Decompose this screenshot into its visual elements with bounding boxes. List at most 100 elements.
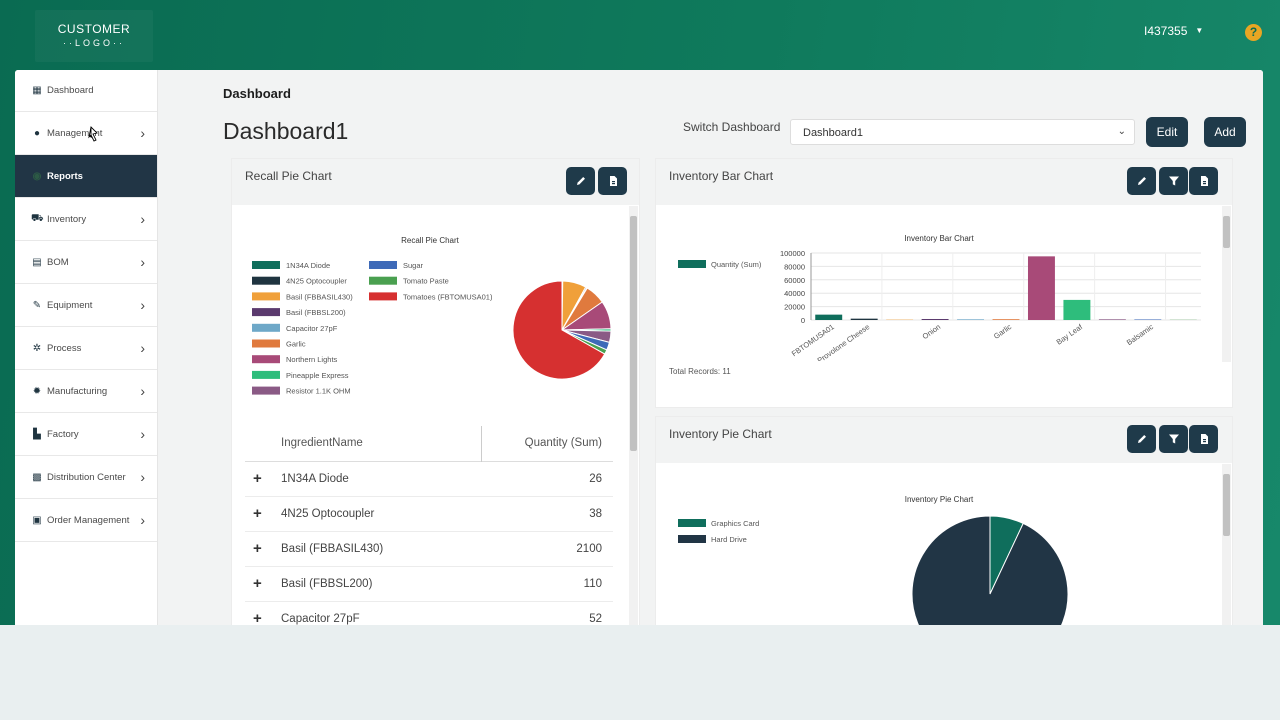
sidebar-item-inventory[interactable]: ⛟ Inventory › — [15, 198, 157, 241]
panel-title: Inventory Pie Chart — [669, 427, 772, 441]
file-icon — [609, 176, 617, 186]
filter-chart-button[interactable] — [1159, 167, 1188, 195]
help-icon[interactable]: ? — [1245, 24, 1262, 41]
chevron-right-icon: › — [140, 254, 145, 270]
legend-label: Pineapple Express — [286, 371, 349, 380]
chevron-right-icon: › — [140, 469, 145, 485]
ingredient-name: Basil (FBBASIL430) — [281, 543, 384, 555]
chevron-right-icon: › — [140, 426, 145, 442]
ingredient-quantity: 110 — [583, 578, 602, 590]
breadcrumb: Dashboard — [223, 86, 291, 101]
logo-line1: CUSTOMER — [57, 22, 131, 36]
file-icon — [1200, 434, 1208, 444]
expand-row-button[interactable]: + — [253, 470, 262, 487]
expand-row-button[interactable]: + — [253, 540, 262, 557]
panel-header: Recall Pie Chart — [232, 159, 639, 205]
legend-label: Basil (FBBASIL430) — [286, 292, 353, 301]
filter-chart-button[interactable] — [1159, 425, 1188, 453]
sidebar-item-process[interactable]: ✲ Process › — [15, 327, 157, 370]
recall-pie-panel: Recall Pie Chart Recall Pie Chart 1N34A D… — [231, 158, 640, 625]
pencil-icon — [576, 177, 585, 185]
legend-swatch — [369, 292, 397, 301]
sidebar-item-label: BOM — [47, 256, 69, 268]
chevron-right-icon: › — [140, 125, 145, 141]
add-button[interactable]: Add — [1204, 117, 1246, 147]
y-tick-label: 100000 — [780, 249, 805, 258]
column-header-ingredient[interactable]: IngredientName — [281, 437, 363, 449]
sidebar-item-label: Inventory — [47, 213, 87, 225]
column-divider — [481, 426, 482, 462]
panel-title: Inventory Bar Chart — [669, 169, 774, 183]
sidebar-item-order-management[interactable]: ▣ Order Management › — [15, 499, 157, 542]
bar — [1098, 319, 1126, 320]
ingredient-quantity: 26 — [589, 473, 602, 485]
scrollbar-thumb[interactable] — [1223, 216, 1230, 248]
bar — [957, 319, 985, 320]
edit-chart-button[interactable] — [566, 167, 595, 195]
app-shell: ▦ Dashboard ● Management › ◉ Reports ⛟ Invent… — [15, 70, 1263, 625]
sidebar-item-reports[interactable]: ◉ Reports — [15, 155, 157, 198]
logo-line2: ··LOGO·· — [62, 38, 125, 48]
sidebar-item-management[interactable]: ● Management › — [15, 112, 157, 155]
export-chart-button[interactable] — [598, 167, 627, 195]
legend-swatch — [252, 339, 280, 348]
panel-header: Inventory Pie Chart — [656, 417, 1232, 463]
column-header-quantity[interactable]: Quantity (Sum) — [524, 437, 602, 449]
ingredient-name: Basil (FBBSL200) — [281, 578, 373, 590]
bar-chart-area: Inventory Bar Chart Quantity (Sum) 0 20000 4… — [656, 205, 1232, 365]
legend-swatch — [252, 355, 280, 364]
filter-icon — [1168, 434, 1179, 444]
x-tick-label: Bay Leaf — [1055, 322, 1085, 347]
scrollbar-thumb[interactable] — [1223, 474, 1230, 536]
inventory-bar-panel: Inventory Bar Chart Inventory Bar Chart Q… — [655, 158, 1233, 408]
chevron-right-icon: › — [140, 512, 145, 528]
chart-title: Recall Pie Chart — [401, 236, 460, 245]
export-chart-button[interactable] — [1189, 167, 1218, 195]
main-content: Dashboard Dashboard1 Switch Dashboard Da… — [158, 70, 1263, 625]
panel-title: Recall Pie Chart — [245, 169, 332, 183]
user-menu[interactable]: I437355 ▼ — [1144, 24, 1203, 38]
sidebar-item-dashboard[interactable]: ▦ Dashboard — [15, 70, 157, 112]
user-icon: ● — [33, 127, 41, 139]
y-tick-label: 20000 — [784, 303, 805, 312]
ingredient-quantity: 2100 — [576, 543, 602, 555]
page-background — [0, 625, 1280, 720]
sidebar-item-manufacturing[interactable]: ✹ Manufacturing › — [15, 370, 157, 413]
edit-chart-button[interactable] — [1127, 167, 1156, 195]
app-window: CUSTOMER ··LOGO·· I437355 ▼ ? ▦ Dashboard … — [0, 0, 1280, 625]
expand-row-button[interactable]: + — [253, 610, 262, 625]
legend-label: Sugar — [403, 261, 424, 270]
order-icon: ▣ — [32, 514, 42, 526]
edit-chart-button[interactable] — [1127, 425, 1156, 453]
document-icon: ▤ — [32, 256, 42, 268]
sidebar-item-label: Manufacturing — [47, 385, 108, 397]
sidebar-item-distribution-center[interactable]: ▩ Distribution Center › — [15, 456, 157, 499]
legend-label: Quantity (Sum) — [711, 260, 762, 269]
expand-row-button[interactable]: + — [253, 505, 262, 522]
inventory-bar-chart: Inventory Bar Chart Quantity (Sum) 0 20000 4… — [678, 234, 1201, 365]
reports-icon: ◉ — [32, 170, 42, 182]
expand-row-button[interactable]: + — [253, 575, 262, 592]
caret-down-icon: ▼ — [1195, 26, 1204, 35]
bar — [850, 318, 878, 320]
sidebar-item-equipment[interactable]: ✎ Equipment › — [15, 284, 157, 327]
ingredient-name: Capacitor 27pF — [281, 613, 360, 625]
vertical-scrollbar[interactable] — [629, 206, 638, 625]
pie-chart-area: Inventory Pie Chart Graphics Card Hard Dri… — [656, 463, 1222, 625]
sidebar-item-bom[interactable]: ▤ BOM › — [15, 241, 157, 284]
recall-pie-chart: Recall Pie Chart 1N34A Diode 4N25 Optocoup… — [252, 236, 612, 396]
vertical-scrollbar[interactable] — [1222, 206, 1231, 362]
pie-slice — [512, 280, 606, 380]
customer-logo: CUSTOMER ··LOGO·· — [35, 10, 153, 62]
legend-label: Basil (FBBSL200) — [286, 308, 346, 317]
sidebar-item-factory[interactable]: ▙ Factory › — [15, 413, 157, 456]
edit-button[interactable]: Edit — [1146, 117, 1188, 147]
vertical-scrollbar[interactable] — [1222, 464, 1231, 625]
wrench-icon: ✎ — [32, 299, 42, 311]
legend-swatch — [678, 535, 706, 543]
switch-dashboard-select[interactable]: Dashboard1 ⌄ — [790, 119, 1135, 145]
scrollbar-thumb[interactable] — [630, 216, 637, 451]
export-chart-button[interactable] — [1189, 425, 1218, 453]
table-row: + Capacitor 27pF 52 — [245, 602, 613, 625]
sidebar-item-label: Equipment — [47, 299, 93, 311]
